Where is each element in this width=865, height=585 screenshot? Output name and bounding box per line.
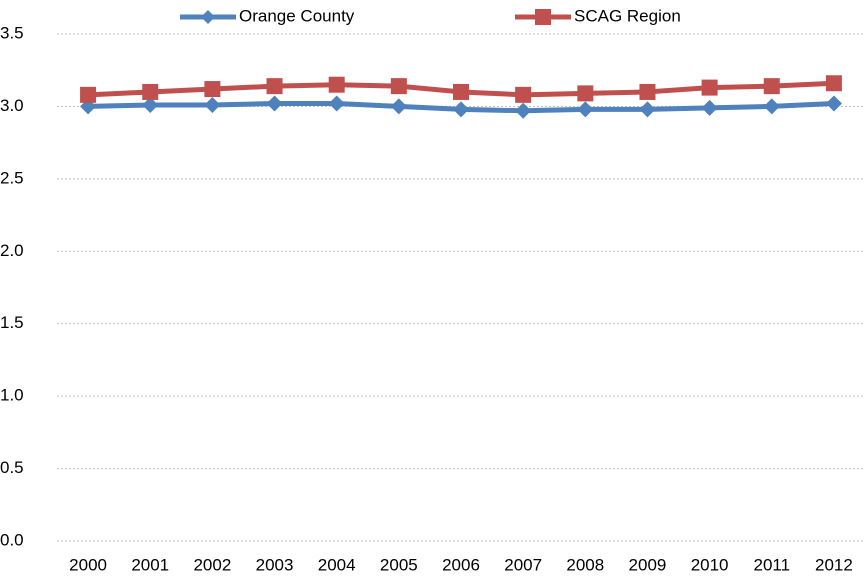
x-tick-label: 2012	[815, 555, 853, 574]
marker	[639, 101, 656, 118]
marker	[701, 99, 718, 116]
marker	[390, 98, 407, 115]
marker	[80, 86, 97, 103]
legend-marker	[201, 10, 215, 24]
marker	[142, 96, 159, 113]
x-tick-label: 2001	[131, 555, 169, 574]
marker	[577, 85, 594, 102]
marker	[763, 98, 780, 115]
marker	[142, 83, 159, 100]
x-tick-label: 2004	[318, 555, 356, 574]
x-tick-label: 2002	[193, 555, 231, 574]
y-tick-label: 3.0	[0, 96, 24, 115]
y-tick-label: 2.5	[0, 168, 24, 187]
y-tick-label: 0.5	[0, 458, 24, 477]
x-tick-label: 2005	[380, 555, 418, 574]
y-tick-label: 0.0	[0, 530, 24, 549]
marker	[453, 83, 469, 100]
x-tick-label: 2008	[566, 555, 604, 574]
x-tick-label: 2011	[753, 555, 790, 574]
marker	[328, 76, 345, 93]
marker	[266, 95, 283, 112]
legend-marker	[535, 9, 551, 25]
marker	[515, 102, 532, 119]
marker	[577, 101, 594, 118]
y-tick-label: 2.0	[0, 241, 24, 260]
marker	[204, 96, 221, 113]
marker	[825, 95, 842, 112]
x-tick-label: 2006	[442, 555, 480, 574]
marker	[204, 81, 221, 98]
marker	[328, 95, 345, 112]
marker	[453, 101, 469, 118]
legend-label: SCAG Region	[574, 6, 681, 25]
marker	[825, 75, 842, 92]
marker	[763, 78, 780, 95]
marker	[639, 83, 656, 100]
x-tick-label: 2000	[69, 555, 107, 574]
x-tick-label: 2010	[691, 555, 729, 574]
legend-label: Orange County	[239, 6, 355, 25]
y-tick-label: 1.0	[0, 386, 24, 405]
y-tick-label: 1.5	[0, 313, 24, 332]
marker	[515, 86, 532, 103]
x-tick-label: 2009	[629, 555, 667, 574]
marker	[701, 79, 718, 96]
marker	[390, 78, 407, 95]
x-tick-label: 2007	[504, 555, 542, 574]
x-tick-label: 2003	[256, 555, 294, 574]
marker	[266, 78, 283, 95]
y-tick-label: 3.5	[0, 23, 24, 42]
